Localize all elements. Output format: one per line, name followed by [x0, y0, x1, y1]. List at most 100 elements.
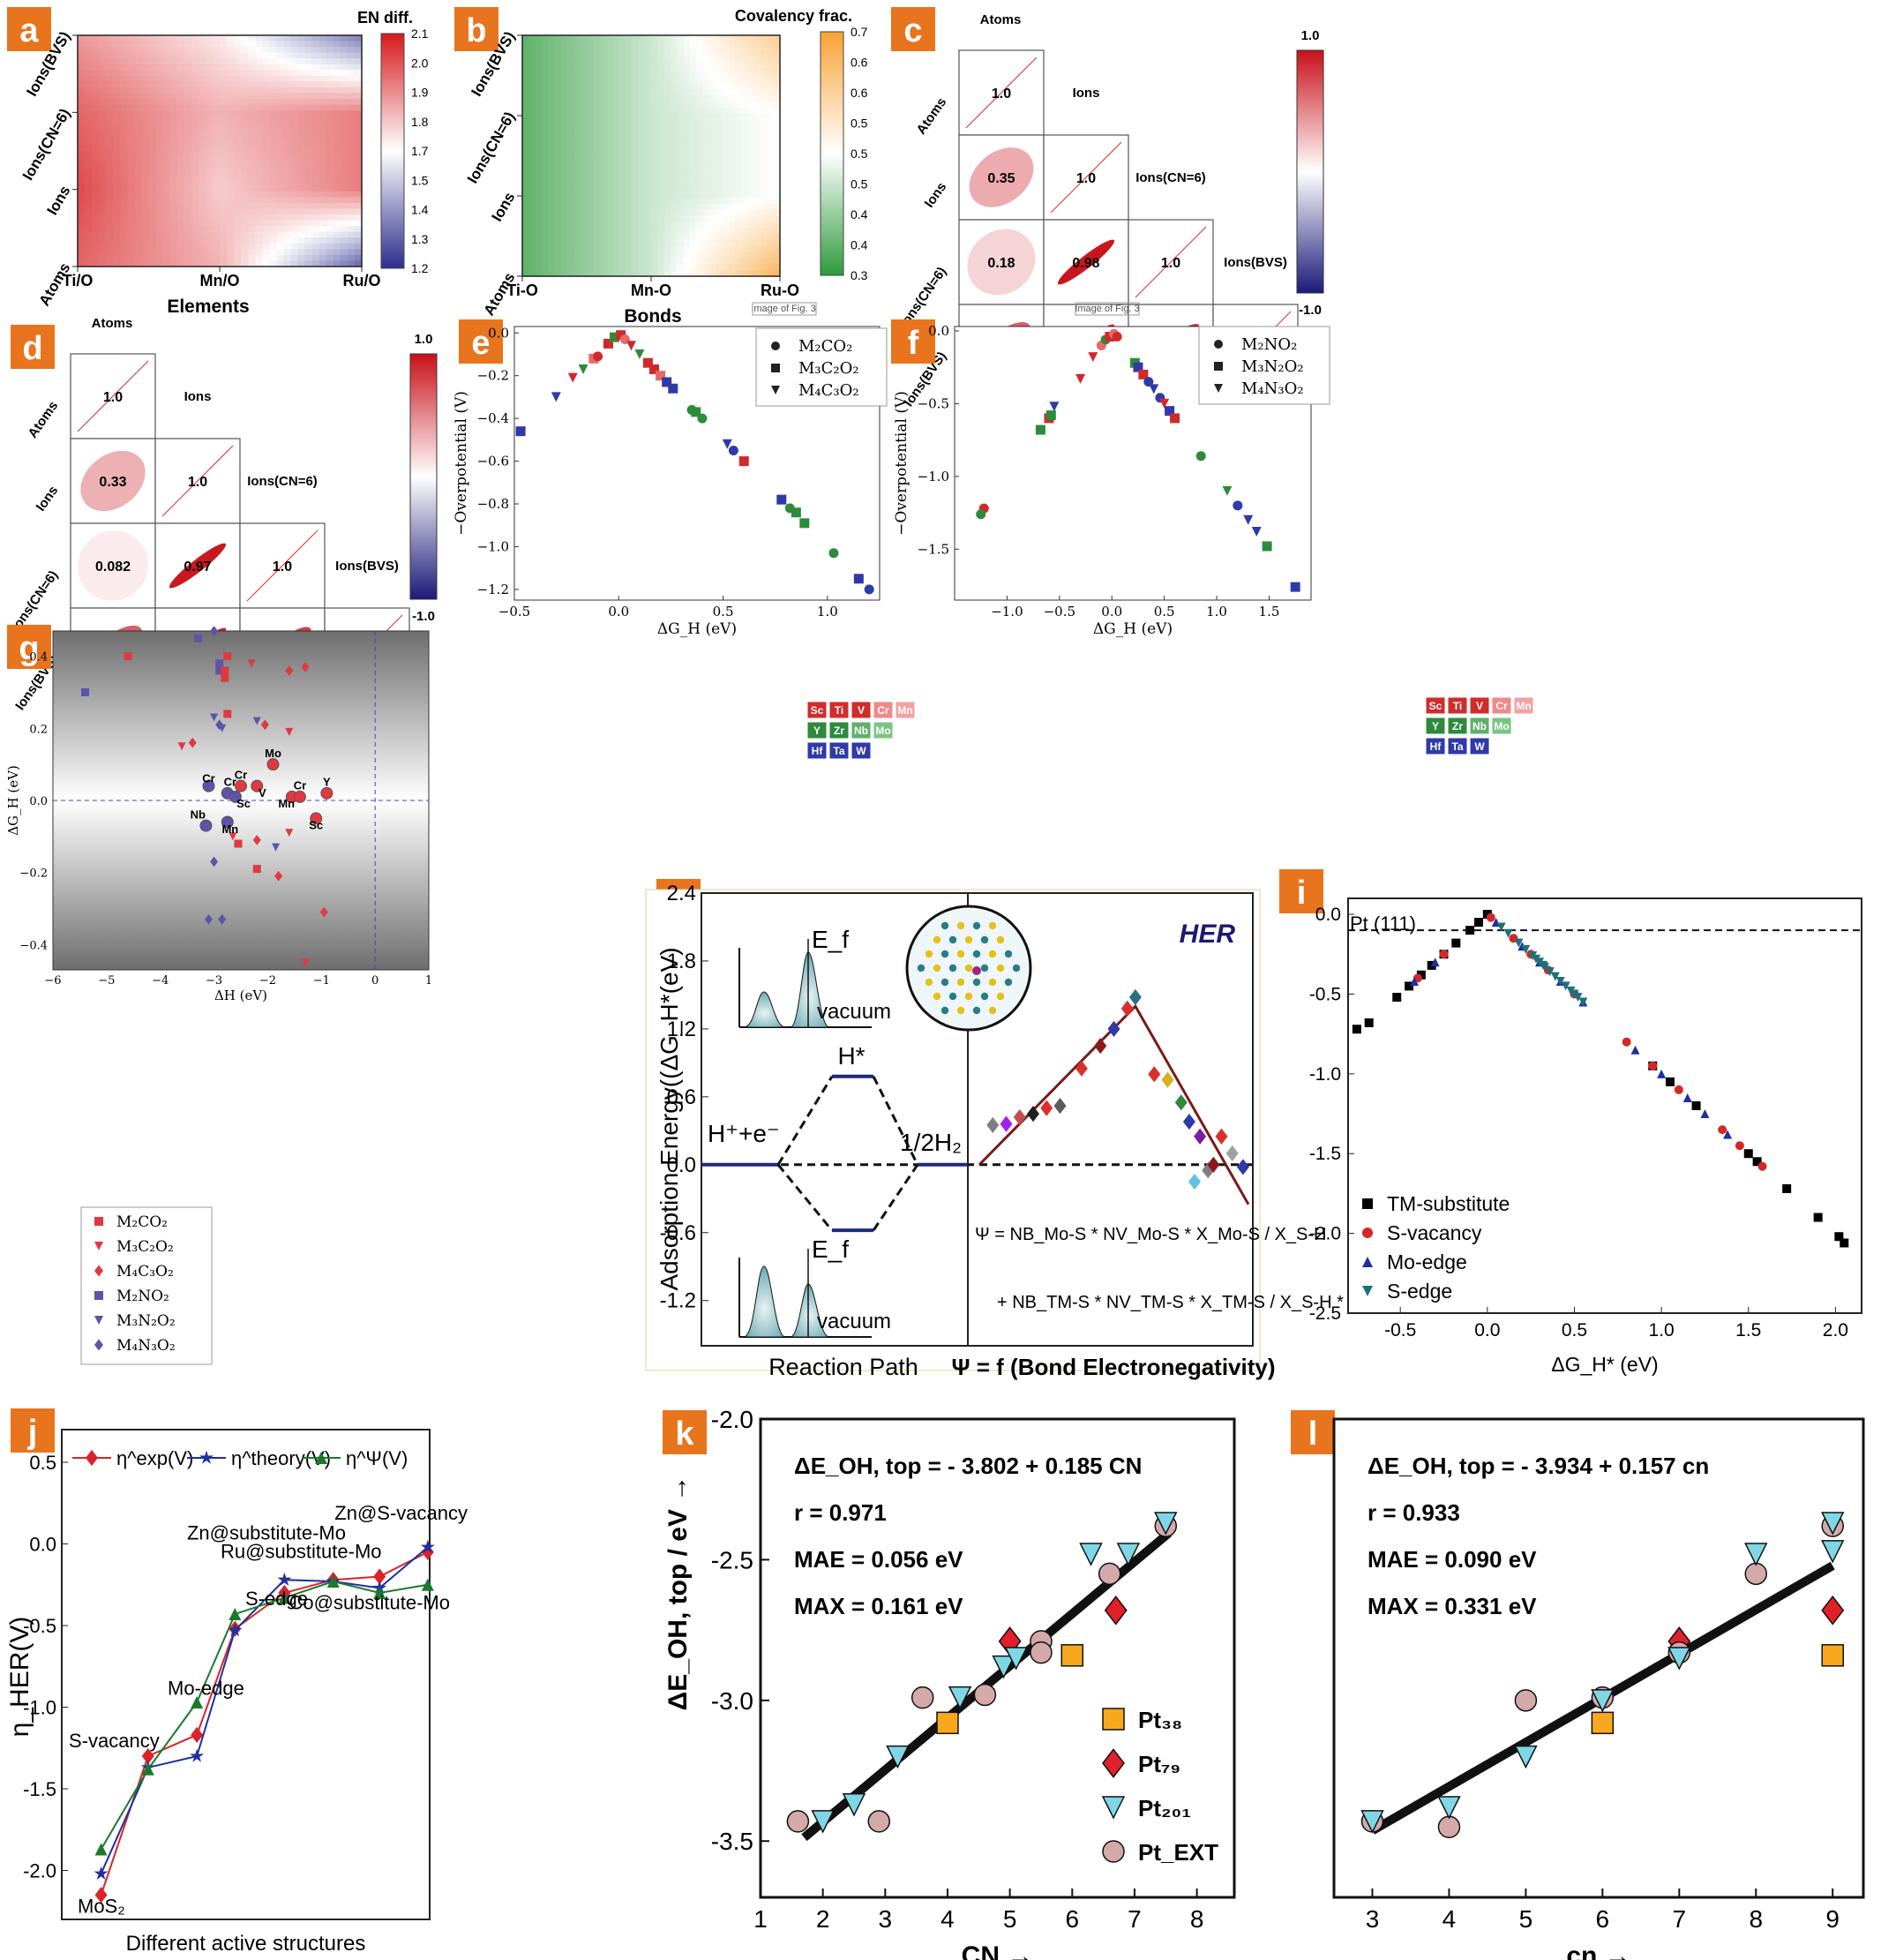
heatmap-cell: [702, 179, 710, 187]
heatmap-cell: [696, 252, 703, 259]
heatmap-cell: [212, 110, 221, 117]
data-point: [1667, 1647, 1691, 1671]
heatmap-cell: [120, 237, 128, 244]
diagonal-line: [246, 529, 318, 602]
heatmap-cell: [753, 198, 761, 205]
legend-label: M₄N₃O₂: [1241, 379, 1304, 398]
heatmap-cell: [113, 151, 121, 158]
heatmap-cell: [340, 104, 348, 111]
heatmap-cell: [663, 198, 671, 205]
heatmap-cell: [677, 101, 685, 109]
heatmap-cell: [290, 197, 299, 204]
heatmap-cell: [290, 116, 299, 123]
heatmap-cell: [198, 75, 206, 82]
heatmap-cell: [354, 122, 363, 129]
heatmap-cell: [141, 231, 150, 238]
heatmap-cell: [644, 77, 652, 85]
heatmap-cell: [670, 185, 678, 193]
heatmap-cell: [696, 107, 703, 115]
heatmap-cell: [78, 197, 86, 204]
heatmap-cell: [773, 65, 781, 72]
heatmap-cell: [632, 119, 639, 126]
heatmap-cell: [541, 113, 549, 121]
heatmap-cell: [593, 215, 601, 223]
heatmap-cell: [205, 243, 214, 250]
y-tick-label: −0.5: [918, 395, 949, 411]
heatmap-cell: [696, 215, 703, 223]
cell-value: 1.0: [273, 559, 292, 574]
heatmap-cell: [220, 231, 228, 238]
heatmap-cell: [612, 107, 620, 115]
heatmap-cell: [560, 125, 568, 132]
heatmap-cell: [347, 254, 356, 262]
heatmap-cell: [599, 264, 607, 271]
heatmap-cell: [141, 127, 150, 134]
heatmap-cell: [234, 185, 242, 192]
heatmap-cell: [567, 125, 574, 132]
y-tick-label: 2.4: [667, 882, 696, 905]
heatmap-cell: [297, 237, 306, 244]
colorbar-tick-label: 0.5: [851, 146, 868, 161]
heatmap-cell: [262, 197, 270, 204]
heatmap-cell: [657, 198, 665, 205]
heatmap-cell: [528, 95, 536, 102]
heatmap-cell: [311, 104, 320, 111]
heatmap-cell: [747, 155, 755, 162]
heatmap-cell: [241, 179, 249, 186]
heatmap-cell: [148, 99, 157, 106]
lattice-atom: [988, 950, 997, 958]
heatmap-cell: [333, 156, 341, 163]
heatmap-cell: [304, 110, 313, 117]
heatmap-cell: [587, 173, 594, 181]
heatmap-cell: [340, 75, 348, 82]
heatmap-cell: [191, 122, 199, 129]
heatmap-cell: [580, 119, 588, 126]
heatmap-cell: [573, 270, 581, 277]
y-tick-label: 0.6: [667, 1085, 696, 1109]
heatmap-cell: [106, 208, 114, 215]
heatmap-cell: [155, 86, 164, 94]
heatmap-cell: [722, 173, 730, 181]
heatmap-cell: [255, 202, 263, 210]
heatmap-cell: [78, 162, 86, 169]
heatmap-cell: [593, 47, 601, 55]
heatmap-cell: [248, 197, 256, 204]
heatmap-cell: [761, 161, 768, 169]
heatmap-cell: [269, 249, 277, 256]
heatmap-cell: [304, 168, 313, 175]
heatmap-cell: [78, 127, 86, 134]
data-point: [1682, 1093, 1692, 1102]
heatmap-cell: [311, 133, 320, 140]
heatmap-cell: [220, 191, 228, 198]
heatmap-cell: [234, 104, 242, 111]
heatmap-cell: [625, 107, 633, 115]
data-point: [1233, 500, 1243, 511]
heatmap-cell: [113, 104, 121, 111]
cell-value: 1.0: [992, 86, 1011, 101]
heatmap-cell: [625, 173, 633, 181]
y-axis-label: −Overpotential (V): [453, 391, 470, 536]
heatmap-cell: [141, 151, 150, 158]
x-tick-label: 0.5: [1154, 604, 1175, 620]
heatmap-cell: [741, 125, 749, 132]
heatmap-cell: [234, 202, 242, 210]
heatmap-cell: [191, 110, 199, 117]
heatmap-cell: [205, 174, 214, 181]
heatmap-cell: [92, 70, 100, 77]
heatmap-cell: [354, 174, 363, 181]
panel-letter: f: [908, 325, 919, 362]
column-label: Ions: [1073, 86, 1100, 101]
cell-value: 1.0: [103, 390, 123, 405]
heatmap-cell: [670, 131, 678, 139]
heatmap-cell: [212, 260, 221, 267]
heatmap-cell: [767, 191, 775, 199]
heatmap-cell: [567, 215, 574, 223]
heatmap-cell: [326, 93, 334, 100]
heatmap-cell: [304, 179, 313, 186]
heatmap-cell: [567, 204, 574, 211]
heatmap-cell: [304, 174, 313, 181]
column-label: Ions(BVS): [335, 559, 399, 574]
heatmap-cell: [599, 173, 607, 181]
colorbar-tick-label: 2.1: [411, 26, 429, 41]
heatmap-cell: [767, 198, 775, 205]
